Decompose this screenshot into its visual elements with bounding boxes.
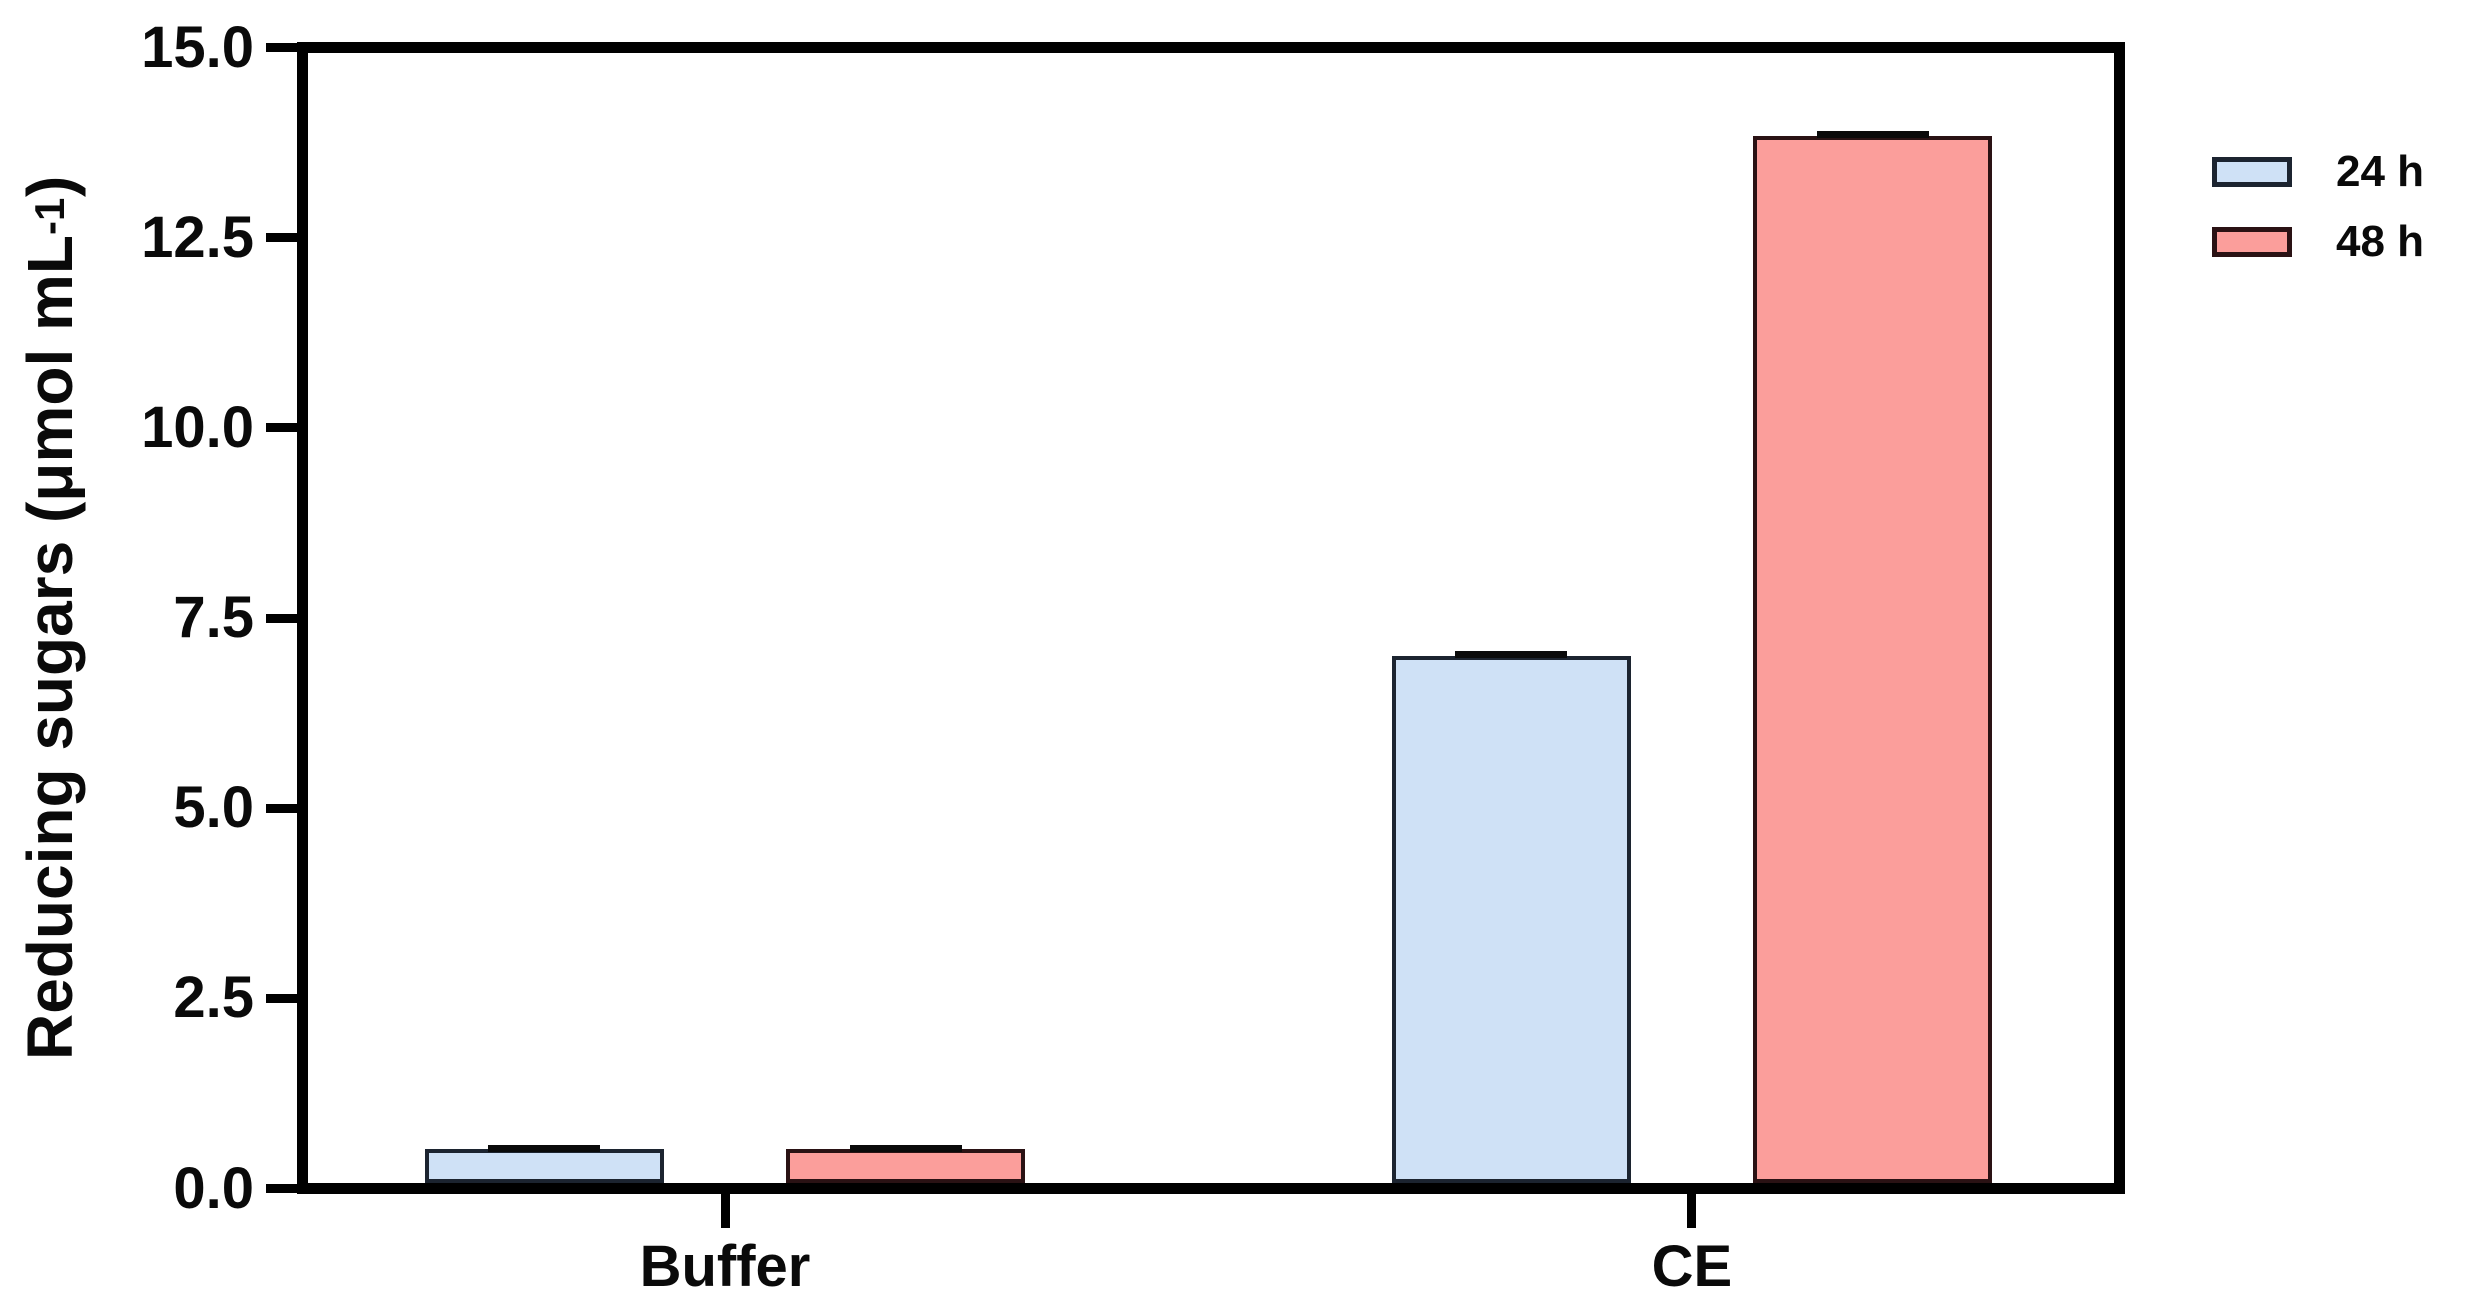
error-bar-cap [849, 1144, 962, 1152]
y-axis-title-suffix: ) [14, 176, 86, 198]
y-tick-label: 15.0 [141, 14, 254, 80]
y-axis-tick [266, 613, 300, 623]
error-bar-cap [1816, 131, 1929, 139]
bar-buffer-24h [425, 1149, 664, 1183]
x-tick-label: Buffer [639, 1234, 811, 1299]
bar-buffer-48h [786, 1149, 1025, 1183]
y-axis-tick [266, 993, 300, 1003]
bar-ce-24h [1392, 655, 1631, 1183]
legend-label: 48 h [2336, 217, 2425, 266]
y-tick-label: 5.0 [173, 775, 254, 841]
y-tick-label: 0.0 [173, 1155, 254, 1221]
y-axis-tick [266, 233, 300, 243]
legend-swatch [2212, 227, 2292, 257]
legend-label: 24 h [2336, 147, 2425, 196]
y-tick-label: 7.5 [173, 585, 254, 650]
y-axis-tick [266, 423, 300, 433]
y-axis-title-text: Reducing sugars (μmol mL [14, 234, 86, 1060]
y-tick-label: 10.0 [141, 394, 254, 460]
y-tick-label: 2.5 [173, 965, 254, 1031]
y-axis-tick [266, 43, 300, 52]
legend-item-48h: 48 h [2212, 220, 2424, 264]
plot-area [308, 53, 2114, 1183]
y-axis-tick [266, 803, 300, 813]
x-axis-tick [1687, 1194, 1697, 1228]
legend: 24 h 48 h [2212, 150, 2424, 264]
legend-item-24h: 24 h [2212, 150, 2424, 194]
y-tick-label: 12.5 [141, 204, 254, 270]
y-axis-tick [266, 1184, 300, 1193]
error-bar-cap [1455, 651, 1568, 659]
error-bar-cap [488, 1144, 601, 1152]
bar-ce-48h [1753, 135, 1992, 1183]
x-tick-label: CE [1651, 1234, 1733, 1299]
x-axis-tick [720, 1194, 730, 1228]
legend-swatch [2212, 157, 2292, 187]
